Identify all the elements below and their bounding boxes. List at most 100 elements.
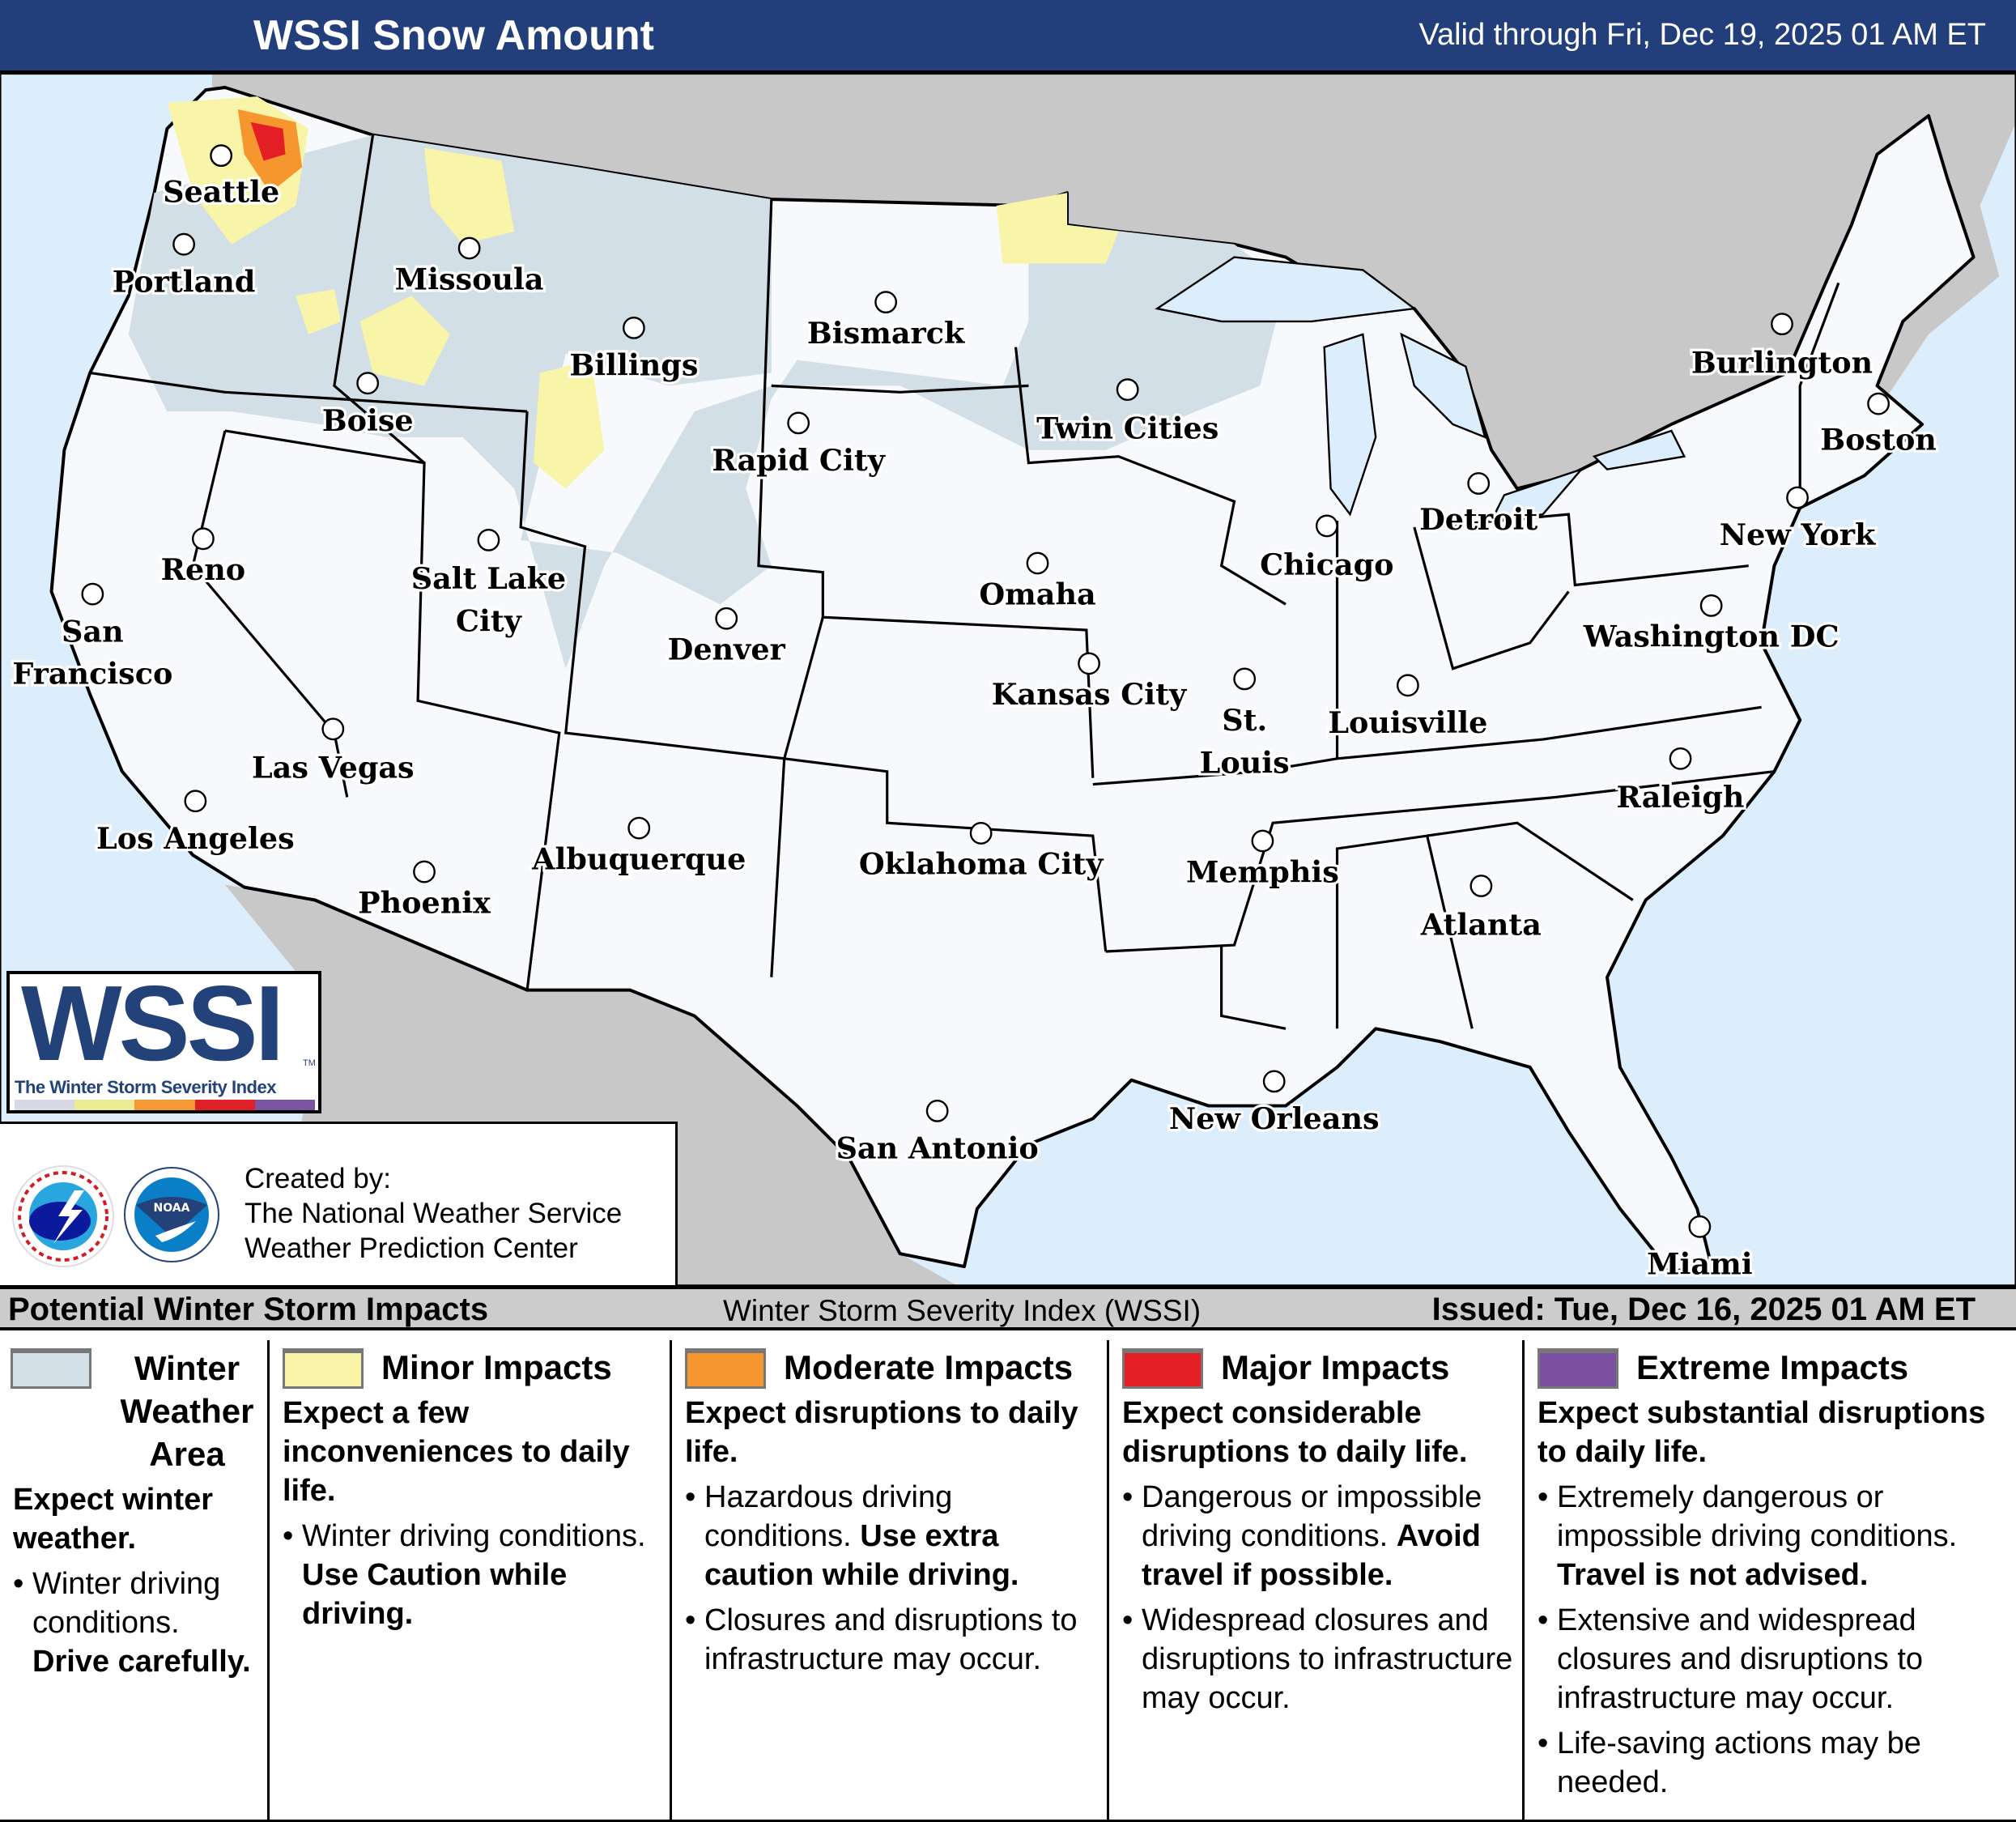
city-label: Portland bbox=[113, 264, 256, 299]
city-dot bbox=[192, 527, 215, 551]
wssi-color-bar bbox=[15, 1100, 316, 1110]
city-label: Albuquerque bbox=[531, 841, 746, 876]
city-dot bbox=[172, 232, 195, 256]
trademark-mark: TM bbox=[303, 1058, 316, 1068]
city-label: Louisville bbox=[1328, 705, 1487, 740]
city-dot bbox=[1699, 594, 1723, 617]
legend-title: Extreme Impacts bbox=[1636, 1348, 1909, 1386]
legend-bullet: Winter driving conditions. Drive careful… bbox=[13, 1564, 264, 1681]
city-label: San Francisco bbox=[12, 614, 172, 691]
city-dot bbox=[1262, 1070, 1286, 1093]
city-label: Memphis bbox=[1186, 854, 1339, 889]
city-label: Chicago bbox=[1260, 547, 1393, 582]
legend-swatch bbox=[283, 1348, 364, 1389]
legend-column-moderate-impacts: Moderate Impacts Expect disruptions to da… bbox=[670, 1340, 1107, 1820]
legend-bullet: Hazardous driving conditions. Use extra … bbox=[685, 1478, 1104, 1594]
city-label: Billings bbox=[569, 348, 698, 383]
city-label: Washington DC bbox=[1583, 619, 1839, 654]
bullet-text: Extremely dangerous or impossible drivin… bbox=[1557, 1480, 1958, 1553]
legend-summary: Expect disruptions to daily life. bbox=[685, 1396, 1078, 1469]
legend-bullet: Extensive and widespread closures and di… bbox=[1538, 1601, 2013, 1718]
valid-through-time: Valid through Fri, Dec 19, 2025 01 AM ET bbox=[1418, 18, 1986, 52]
legend-column-extreme-impacts: Extreme Impacts Expect substantial disrup… bbox=[1522, 1340, 2016, 1820]
bullet-text: Widespread closures and disruptions to i… bbox=[1142, 1603, 1513, 1715]
city-dot bbox=[925, 1100, 949, 1122]
city-dot bbox=[1251, 829, 1274, 853]
city-label: Boston bbox=[1820, 423, 1937, 458]
city-label: Reno bbox=[161, 552, 245, 587]
city-dot bbox=[715, 607, 738, 630]
bullet-text: Life-saving actions may be needed. bbox=[1557, 1726, 1921, 1799]
legend-bullet: Widespread closures and disruptions to i… bbox=[1122, 1601, 1519, 1718]
legend-bullet: Winter driving conditions. Use Caution w… bbox=[283, 1517, 666, 1633]
color-bar-segment bbox=[194, 1100, 255, 1110]
city-markers: Seattle Portland Missoula Billings Bismarck B… bbox=[10, 144, 1939, 1284]
city-dot bbox=[356, 372, 380, 395]
legend-title: Minor Impacts bbox=[381, 1348, 612, 1386]
credits-line-1: Created by: bbox=[245, 1163, 391, 1194]
legend-bullet: Life-saving actions may be needed. bbox=[1538, 1724, 2013, 1802]
city-dot bbox=[787, 411, 810, 435]
city-label: Omaha bbox=[979, 577, 1095, 611]
impacts-heading: Potential Winter Storm Impacts bbox=[8, 1292, 489, 1327]
city-dot bbox=[1396, 674, 1419, 697]
bullet-emphasis: Avoid travel if possible. bbox=[1142, 1519, 1481, 1592]
city-label: Miami bbox=[1647, 1247, 1752, 1282]
city-label: Missoula bbox=[395, 262, 544, 296]
city-dot bbox=[1078, 652, 1100, 675]
wssi-logo: WSSI TM The Winter Storm Severity Index bbox=[6, 971, 321, 1113]
city-label: Seattle bbox=[163, 174, 279, 209]
city-label: Las Vegas bbox=[252, 751, 415, 785]
legend-swatch bbox=[11, 1348, 91, 1389]
city-dot bbox=[1669, 747, 1692, 770]
city-dot bbox=[184, 790, 207, 813]
city-label: Bismarck bbox=[807, 316, 965, 351]
bullet-text: Winter driving conditions. bbox=[302, 1519, 646, 1553]
city-dot bbox=[413, 860, 436, 883]
city-dot bbox=[969, 822, 993, 845]
legend-swatch bbox=[1122, 1348, 1203, 1389]
city-dot bbox=[1469, 875, 1493, 897]
city-dot bbox=[1315, 514, 1338, 538]
city-dot bbox=[1233, 667, 1257, 691]
legend-summary: Expect a few inconveniences to daily lif… bbox=[283, 1396, 630, 1508]
city-label: Boise bbox=[322, 403, 414, 438]
city-label: St. Louis bbox=[1200, 703, 1290, 780]
city-dot bbox=[1467, 472, 1491, 495]
city-label: Los Angeles bbox=[96, 821, 295, 856]
city-dot bbox=[210, 144, 233, 168]
city-label: Burlington bbox=[1691, 345, 1873, 380]
legend-column-minor-impacts: Minor Impacts Expect a few inconveniences… bbox=[267, 1340, 670, 1820]
credits-box: NOAA Created by: The National Weather Se… bbox=[0, 1122, 678, 1288]
city-label: Salt Lake City bbox=[411, 561, 566, 638]
city-dot bbox=[627, 816, 651, 840]
city-label: Atlanta bbox=[1420, 907, 1542, 942]
city-label: Oklahoma City bbox=[859, 847, 1104, 882]
city-dot bbox=[622, 317, 645, 339]
legend-summary: Expect substantial disruptions to daily … bbox=[1538, 1396, 1986, 1469]
bullet-text: Winter driving conditions. bbox=[32, 1567, 221, 1640]
legend-bullet: Extremely dangerous or impossible drivin… bbox=[1538, 1478, 2013, 1594]
city-label: Twin Cities bbox=[1036, 411, 1219, 445]
city-label: Phoenix bbox=[358, 885, 491, 920]
color-bar-segment bbox=[74, 1100, 135, 1110]
bullet-emphasis: Travel is not advised. bbox=[1557, 1558, 1869, 1592]
city-label: Rapid City bbox=[712, 443, 886, 478]
impacts-bar: Potential Winter Storm Impacts Winter St… bbox=[0, 1286, 2016, 1330]
color-bar-segment bbox=[134, 1100, 195, 1110]
city-label: Detroit bbox=[1419, 502, 1538, 537]
nws-logo-icon bbox=[12, 1165, 114, 1267]
bullet-text: Hazardous driving conditions. bbox=[704, 1480, 953, 1553]
legend-bullet: Dangerous or impossible driving conditio… bbox=[1122, 1478, 1519, 1594]
legend-bullet: Closures and disruptions to infrastructu… bbox=[685, 1601, 1104, 1679]
city-dot bbox=[1786, 486, 1809, 509]
map-title: WSSI Snow Amount bbox=[253, 12, 654, 59]
legend-column-major-impacts: Major Impacts Expect considerable disrupt… bbox=[1107, 1340, 1522, 1820]
city-dot bbox=[874, 291, 898, 314]
city-label: San Antonio bbox=[836, 1131, 1039, 1166]
color-bar-segment bbox=[254, 1100, 316, 1110]
bullet-emphasis: Use Caution while driving. bbox=[302, 1558, 568, 1631]
city-label: New Orleans bbox=[1169, 1101, 1380, 1136]
city-dot bbox=[1771, 313, 1793, 336]
map-header: WSSI Snow Amount Valid through Fri, Dec … bbox=[0, 0, 2016, 73]
